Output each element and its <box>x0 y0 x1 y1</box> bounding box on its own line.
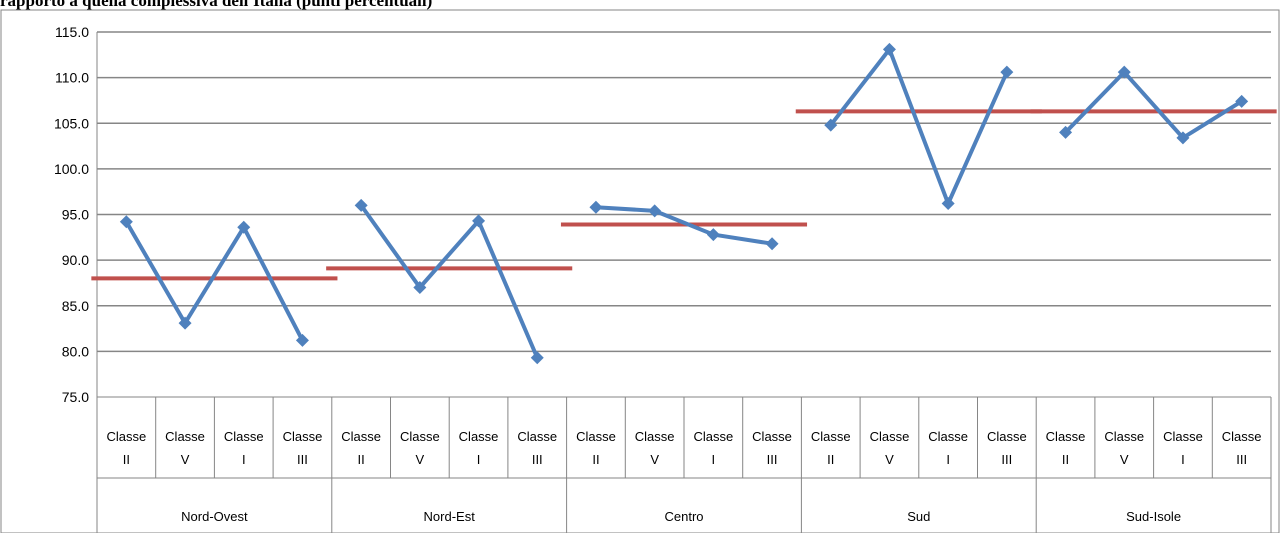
category-label-line1: Classe <box>635 429 675 444</box>
y-tick-label: 115.0 <box>55 24 89 40</box>
category-label-line1: Classe <box>1046 429 1086 444</box>
y-tick-label: 85.0 <box>62 298 89 314</box>
group-label: Nord-Ovest <box>181 509 248 524</box>
category-label-line2: V <box>885 452 894 467</box>
data-point <box>1117 65 1131 79</box>
category-label-line2: V <box>181 452 190 467</box>
data-point <box>119 215 133 229</box>
data-point <box>354 198 368 212</box>
category-label-line2: V <box>1120 452 1129 467</box>
data-point <box>530 351 544 365</box>
category-label-line1: Classe <box>576 429 616 444</box>
data-point <box>941 197 955 211</box>
category-label-line1: Classe <box>693 429 733 444</box>
category-label-line1: Classe <box>165 429 205 444</box>
category-label-line2: II <box>1062 452 1069 467</box>
chart-title: rapporto a quella complessiva dell'Itali… <box>0 0 433 10</box>
category-label-line1: Classe <box>106 429 146 444</box>
series-line <box>359 204 540 359</box>
data-point <box>1176 131 1190 145</box>
data-point <box>589 200 603 214</box>
data-point <box>706 228 720 242</box>
category-label-line1: Classe <box>870 429 910 444</box>
series-line <box>124 220 305 342</box>
category-label-line1: Classe <box>459 429 499 444</box>
category-label-line2: I <box>712 452 716 467</box>
data-point <box>1235 94 1249 108</box>
category-label-line2: V <box>650 452 659 467</box>
y-tick-label: 75.0 <box>62 389 89 405</box>
category-label-line2: III <box>1236 452 1247 467</box>
group-label: Nord-Est <box>424 509 476 524</box>
category-label-line1: Classe <box>517 429 557 444</box>
category-label-line1: Classe <box>224 429 264 444</box>
category-label-line1: Classe <box>341 429 381 444</box>
data-point <box>1059 125 1073 139</box>
y-tick-label: 110.0 <box>55 70 89 86</box>
category-label-line2: I <box>1181 452 1185 467</box>
category-label-line1: Classe <box>928 429 968 444</box>
category-label-line1: Classe <box>1222 429 1262 444</box>
group-label: Sud-Isole <box>1126 509 1181 524</box>
category-label-line1: Classe <box>752 429 792 444</box>
group-label: Centro <box>664 509 703 524</box>
plot-frame <box>0 9 1280 533</box>
series-line <box>829 47 1009 206</box>
category-label-line2: III <box>767 452 778 467</box>
category-label-line2: II <box>592 452 599 467</box>
gridlines <box>97 31 1271 353</box>
data-point <box>765 237 779 251</box>
category-label-line1: Classe <box>987 429 1027 444</box>
data-point <box>882 42 896 56</box>
data-point <box>237 220 251 234</box>
category-label-line2: I <box>242 452 246 467</box>
y-tick-label: 95.0 <box>62 207 89 223</box>
category-label-line1: Classe <box>283 429 323 444</box>
data-point <box>472 214 486 228</box>
category-label-line2: V <box>416 452 425 467</box>
category-label-line2: II <box>827 452 834 467</box>
data-point <box>178 316 192 330</box>
data-point <box>648 204 662 218</box>
series-line <box>595 205 773 246</box>
category-label-line1: Classe <box>400 429 440 444</box>
group-mean-lines <box>91 109 1277 281</box>
category-label-line2: III <box>1001 452 1012 467</box>
data-point <box>824 118 838 132</box>
data-point <box>1000 65 1014 79</box>
category-label-line2: III <box>297 452 308 467</box>
category-label-line2: II <box>123 452 130 467</box>
category-label-line1: Classe <box>1104 429 1144 444</box>
y-tick-label: 80.0 <box>62 343 89 359</box>
category-label-line2: I <box>946 452 950 467</box>
category-label-line2: III <box>532 452 543 467</box>
category-label-line2: II <box>358 452 365 467</box>
y-tick-label: 100.0 <box>54 161 89 177</box>
y-tick-label: 105.0 <box>54 115 89 131</box>
series-line <box>1064 70 1243 140</box>
data-point <box>295 333 309 347</box>
category-label-line2: I <box>477 452 481 467</box>
group-label: Sud <box>907 509 930 524</box>
data-series <box>119 42 1249 365</box>
y-axis: 75.0 80.0 85.0 90.0 95.0 100.0 105.0 110.0 115.0 <box>54 24 89 405</box>
data-point <box>413 281 427 294</box>
y-tick-label: 90.0 <box>62 252 89 268</box>
x-axis: ClasseIIClasseVClasseIClasseIIINord-Oves… <box>96 32 1272 533</box>
category-label-line1: Classe <box>1163 429 1203 444</box>
category-label-line1: Classe <box>811 429 851 444</box>
